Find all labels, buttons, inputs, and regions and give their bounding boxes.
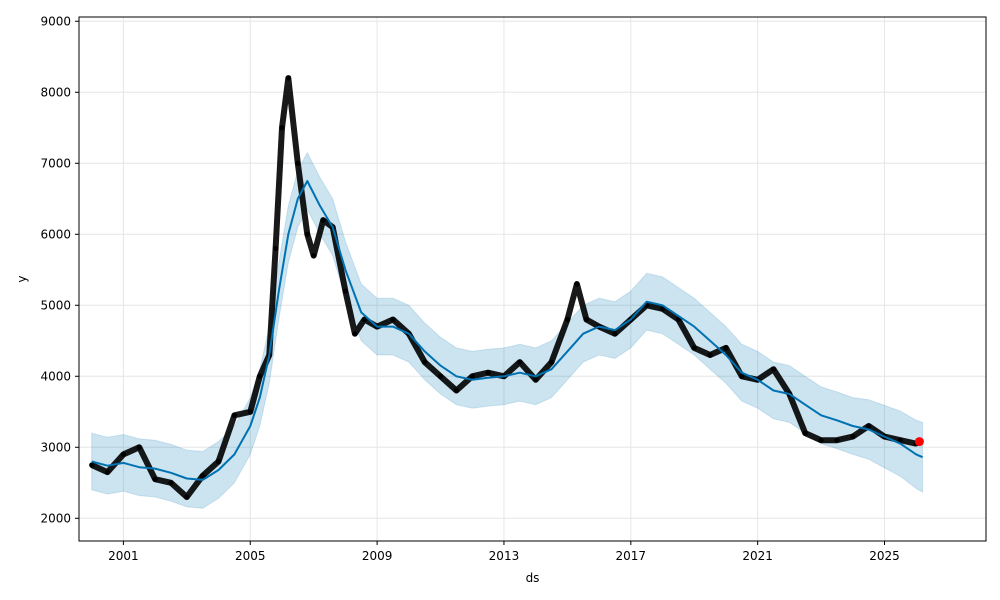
observation-point xyxy=(136,444,142,450)
plot-background xyxy=(79,17,986,541)
observation-point xyxy=(342,288,348,294)
y-tick-label: 5000 xyxy=(40,298,71,312)
x-tick-label: 2025 xyxy=(869,549,900,563)
y-axis-ticks: 2000 3000 4000 5000 6000 7000 8000 9000 xyxy=(40,14,79,525)
observation-point xyxy=(200,473,206,479)
observation-point xyxy=(574,281,580,287)
x-tick-label: 2013 xyxy=(489,549,520,563)
observation-point xyxy=(390,316,396,323)
observation-point xyxy=(215,458,222,465)
x-tick-label: 2001 xyxy=(108,549,139,563)
observation-point xyxy=(818,437,824,443)
observation-point xyxy=(850,434,856,440)
observation-point xyxy=(691,345,697,351)
y-tick-label: 4000 xyxy=(40,369,71,383)
x-tick-label: 2021 xyxy=(742,549,773,563)
y-tick-label: 2000 xyxy=(40,511,71,525)
observation-point xyxy=(707,352,713,358)
x-axis-label: ds xyxy=(526,571,540,585)
observation-point xyxy=(361,316,368,323)
observation-point xyxy=(247,409,253,415)
forecast-line xyxy=(91,180,924,481)
x-tick-label: 2017 xyxy=(616,549,647,563)
observation-point xyxy=(231,412,237,418)
x-tick-label: 2005 xyxy=(235,549,266,563)
observation-point xyxy=(517,359,523,365)
y-tick-label: 8000 xyxy=(40,85,71,99)
observation-point xyxy=(89,462,95,468)
y-tick-label: 6000 xyxy=(40,227,71,241)
x-axis-ticks: 2001 2005 2009 2013 2017 2021 2025 xyxy=(108,541,900,563)
observation-point xyxy=(257,373,263,379)
observation-point xyxy=(675,316,681,323)
observation-point xyxy=(311,252,317,259)
observation-point xyxy=(612,331,618,337)
uncertainty-band-layer xyxy=(91,151,924,509)
highlight-layer xyxy=(914,437,924,447)
observation-point xyxy=(802,430,808,436)
observation-point xyxy=(453,387,459,394)
observation-point xyxy=(352,331,358,337)
observation-point xyxy=(533,377,539,383)
highlight-point xyxy=(914,437,924,447)
observation-point xyxy=(295,160,301,166)
observation-point xyxy=(485,370,491,376)
observation-point xyxy=(583,316,590,323)
x-tick-label: 2009 xyxy=(362,549,393,563)
observation-point xyxy=(184,494,190,500)
observation-point xyxy=(304,231,310,237)
observation-point xyxy=(422,359,428,365)
y-tick-label: 9000 xyxy=(40,14,71,28)
observation-point xyxy=(273,245,279,252)
observation-point xyxy=(285,75,291,81)
y-tick-label: 7000 xyxy=(40,156,71,170)
plot-frame xyxy=(78,16,987,542)
observation-point xyxy=(469,373,475,379)
forecast-line-layer xyxy=(91,180,924,481)
observation-point xyxy=(437,373,444,379)
observation-point xyxy=(104,469,111,475)
observation-point xyxy=(739,373,745,379)
observation-point xyxy=(320,217,326,223)
observation-point xyxy=(168,480,174,486)
y-tick-label: 3000 xyxy=(40,440,71,454)
observation-point xyxy=(120,451,126,457)
observation-point xyxy=(659,306,666,312)
uncertainty-band xyxy=(91,151,924,509)
observation-point xyxy=(834,437,840,443)
observations-trace xyxy=(90,75,917,500)
observation-point xyxy=(548,359,555,365)
observation-point xyxy=(866,423,872,429)
observation-point xyxy=(770,366,777,372)
observation-point xyxy=(152,476,158,482)
observation-point xyxy=(279,125,285,131)
observation-point xyxy=(564,316,570,323)
observation-point xyxy=(897,437,903,443)
observation-point xyxy=(723,345,729,351)
y-axis-label: y xyxy=(15,275,29,282)
